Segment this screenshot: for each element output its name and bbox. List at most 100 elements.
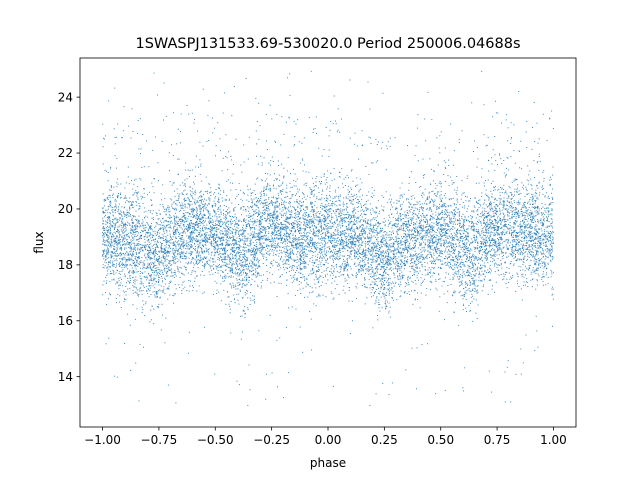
data-point <box>545 227 547 229</box>
data-point <box>325 228 327 230</box>
data-point <box>377 257 379 258</box>
data-point <box>237 266 239 268</box>
data-point <box>461 284 463 286</box>
data-point <box>349 191 351 192</box>
data-point <box>420 215 422 216</box>
data-point <box>245 289 247 291</box>
data-point <box>210 191 212 193</box>
data-point <box>363 213 365 215</box>
data-point <box>124 241 125 243</box>
data-point <box>446 223 448 225</box>
data-point <box>282 228 283 230</box>
data-point <box>296 226 298 228</box>
data-point <box>527 246 529 248</box>
data-point <box>302 246 304 248</box>
data-point <box>516 280 518 282</box>
data-point <box>419 233 421 235</box>
data-point <box>139 278 141 280</box>
data-point <box>396 226 398 228</box>
data-point <box>375 275 377 277</box>
data-point <box>380 223 382 224</box>
data-point <box>390 200 392 202</box>
data-point <box>277 238 279 240</box>
data-point <box>435 241 437 243</box>
data-point <box>116 244 118 246</box>
data-point <box>125 291 127 292</box>
data-point <box>276 217 278 219</box>
data-point <box>466 248 468 250</box>
data-point <box>518 212 520 214</box>
data-point <box>272 212 274 214</box>
data-point <box>482 236 484 238</box>
data-point <box>235 255 236 256</box>
data-point <box>474 206 476 208</box>
data-point <box>535 228 537 230</box>
data-point <box>183 213 185 215</box>
data-point <box>228 243 230 245</box>
data-point <box>212 294 214 295</box>
data-point <box>293 280 295 282</box>
data-point <box>268 231 270 233</box>
data-point <box>194 277 196 279</box>
data-point <box>409 236 410 238</box>
data-point <box>259 244 261 246</box>
data-point <box>329 205 331 207</box>
data-point <box>272 241 274 243</box>
data-point <box>217 265 219 266</box>
data-point <box>263 195 265 196</box>
data-point <box>274 240 276 242</box>
data-point <box>376 207 378 209</box>
data-point <box>299 266 301 268</box>
data-point <box>263 206 265 208</box>
data-point <box>245 261 246 263</box>
data-point <box>262 229 263 231</box>
data-point <box>256 248 258 250</box>
data-point <box>201 250 203 252</box>
data-point <box>129 223 131 225</box>
data-point <box>472 283 473 285</box>
data-point <box>162 290 164 291</box>
data-point <box>304 255 306 257</box>
data-point <box>345 227 347 229</box>
data-point <box>390 251 392 253</box>
data-point <box>351 244 353 246</box>
data-point <box>335 189 337 191</box>
data-point <box>272 254 274 256</box>
data-point <box>196 256 197 258</box>
data-point <box>143 166 145 168</box>
data-point <box>131 229 133 231</box>
data-point <box>385 262 387 263</box>
data-point <box>440 224 442 226</box>
data-point <box>145 227 147 228</box>
data-point <box>450 242 452 244</box>
data-point <box>326 195 327 197</box>
data-point <box>371 162 373 164</box>
data-point <box>411 258 413 260</box>
data-point <box>304 219 306 221</box>
data-point <box>463 233 465 235</box>
data-point <box>533 222 534 223</box>
data-point <box>346 263 347 265</box>
data-point <box>395 261 397 263</box>
data-point <box>381 285 383 287</box>
data-point <box>271 261 273 263</box>
data-point <box>383 210 385 212</box>
data-point <box>337 208 339 210</box>
data-point <box>549 214 551 216</box>
data-point <box>312 290 314 292</box>
data-point <box>191 270 193 271</box>
data-point <box>108 241 110 243</box>
data-point <box>385 255 387 257</box>
data-point <box>475 256 477 258</box>
data-point <box>252 266 254 268</box>
data-point <box>457 257 459 259</box>
data-point <box>238 238 240 239</box>
data-point <box>280 258 282 260</box>
data-point <box>444 262 446 264</box>
data-point <box>441 211 443 213</box>
data-point <box>365 254 367 256</box>
data-point <box>108 219 110 221</box>
data-point <box>127 125 129 127</box>
data-point <box>160 220 161 222</box>
data-point <box>209 274 211 276</box>
